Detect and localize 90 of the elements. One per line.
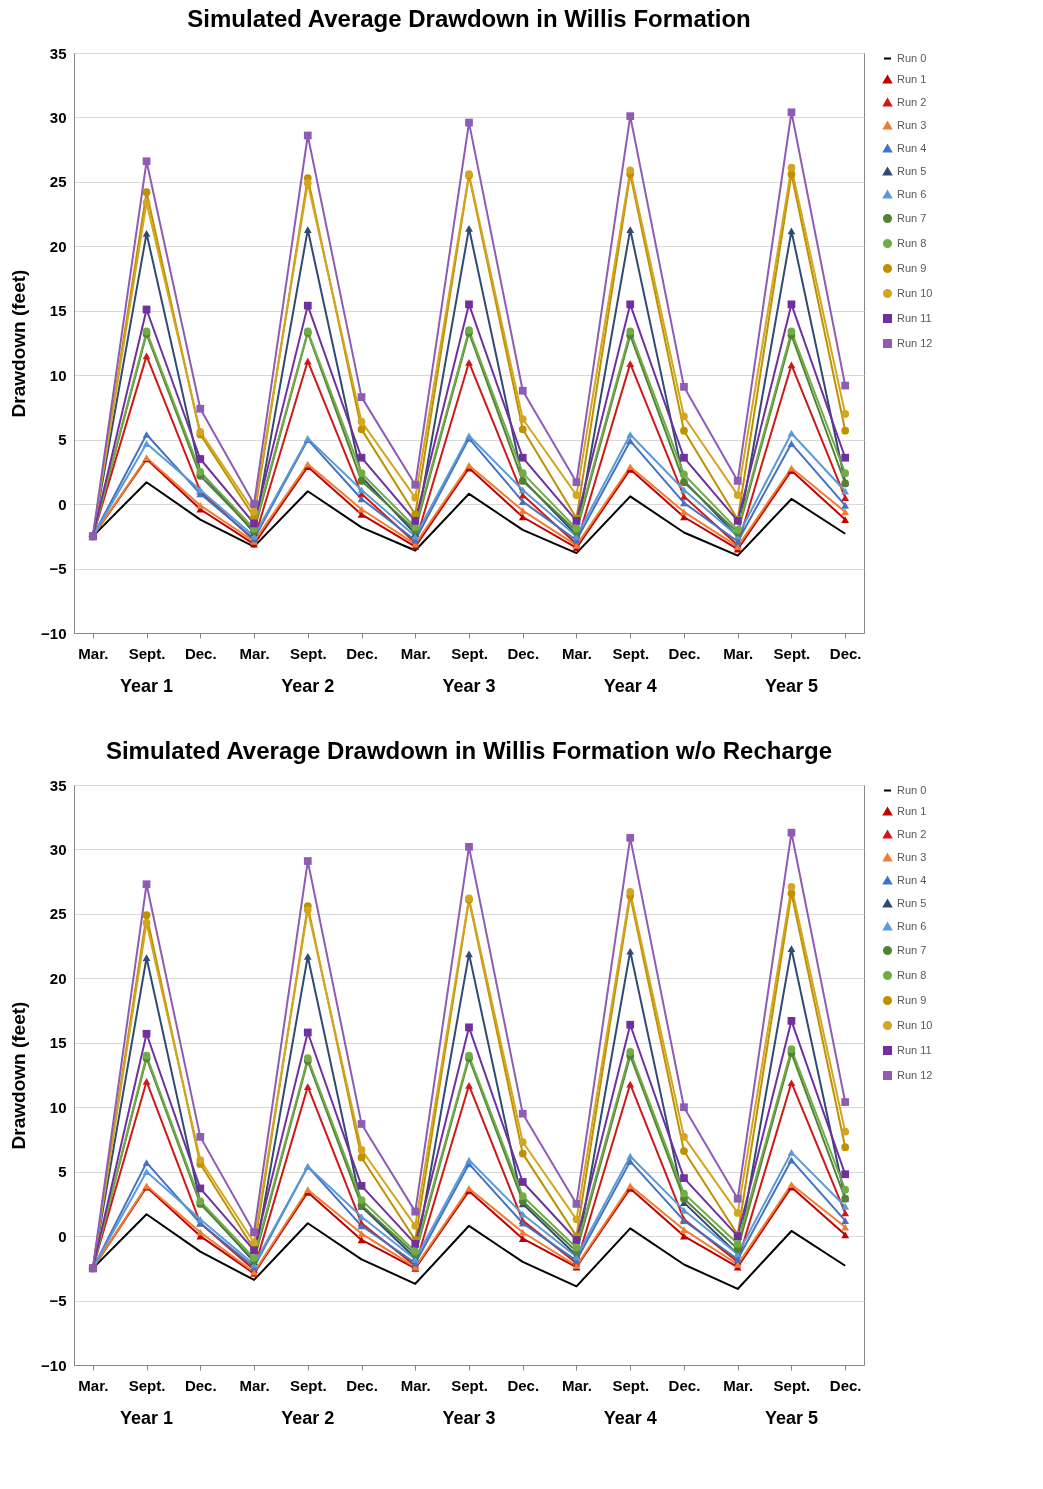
legend-label: Run 8 xyxy=(897,236,927,249)
x-tick-label: Dec. xyxy=(668,644,701,662)
y-tick-label: 25 xyxy=(49,905,67,923)
x-tick-label: Mar. xyxy=(561,1376,592,1394)
y-tick-label: 5 xyxy=(58,1163,67,1181)
y-tick-label: 10 xyxy=(49,1098,67,1116)
x-tick-label: Dec. xyxy=(829,644,862,662)
y-tick-label: −5 xyxy=(49,560,67,578)
x-tick-label: Sept. xyxy=(128,1376,166,1394)
x-tick-label: Dec. xyxy=(346,644,378,662)
legend-label: Run 2 xyxy=(897,827,927,840)
y-tick-label: 5 xyxy=(58,431,67,449)
x-tick-label: Sept. xyxy=(451,1376,488,1394)
x-tick-label: Mar. xyxy=(78,644,109,662)
legend-label: Run 1 xyxy=(897,804,927,817)
y-tick-label: 35 xyxy=(49,44,67,62)
legend-label: Run 3 xyxy=(897,118,927,131)
legend-label: Run 5 xyxy=(897,896,927,909)
text: Year 3 xyxy=(442,676,496,696)
legend-label: Run 11 xyxy=(897,311,932,324)
x-tick-label: Dec. xyxy=(829,1376,862,1394)
y-tick-label: 30 xyxy=(49,108,67,126)
legend-label: Run 9 xyxy=(897,261,927,274)
x-tick-label: Dec. xyxy=(507,644,540,662)
legend-label: Run 2 xyxy=(897,95,927,108)
y-tick-label: 30 xyxy=(49,840,67,858)
x-tick-label: Dec. xyxy=(507,1376,540,1394)
y-axis-title: Drawdown (feet) xyxy=(8,1001,30,1150)
chart-title: Simulated Average Drawdown in Willis Formation xyxy=(187,5,751,32)
legend-label: Run 5 xyxy=(897,164,927,177)
legend-label: Run 6 xyxy=(897,187,927,200)
text: Year 3 xyxy=(442,1408,496,1428)
y-tick-label: −5 xyxy=(49,1292,67,1310)
legend-label: Run 0 xyxy=(897,51,927,64)
y-tick-label: 35 xyxy=(49,776,67,794)
chart-title: Simulated Average Drawdown in Willis Formation w/o Recharge xyxy=(105,737,833,764)
x-tick-label: Sept. xyxy=(451,644,488,662)
y-tick-label: 15 xyxy=(49,1034,67,1052)
y-tick-label: 25 xyxy=(49,173,67,191)
x-tick-label: Mar. xyxy=(400,1376,431,1394)
x-tick-label: Sept. xyxy=(773,644,811,662)
y-tick-label: −10 xyxy=(41,624,67,642)
legend-label: Run 0 xyxy=(897,783,927,796)
y-tick-label: 10 xyxy=(49,366,67,384)
x-tick-label: Dec. xyxy=(184,644,217,662)
legend-label: Run 10 xyxy=(897,286,933,299)
x-tick-label: Sept. xyxy=(612,1376,650,1394)
x-tick-label: Mar. xyxy=(400,644,431,662)
legend-label: Run 4 xyxy=(897,873,927,886)
x-tick-label: Mar. xyxy=(561,644,592,662)
text: Year 2 xyxy=(281,676,335,696)
legend-label: Run 12 xyxy=(897,1068,933,1081)
x-tick-label: Sept. xyxy=(773,1376,811,1394)
legend-label: Run 12 xyxy=(897,336,933,349)
y-tick-label: 20 xyxy=(49,237,67,255)
text: Year 1 xyxy=(120,676,174,696)
x-tick-label: Sept. xyxy=(128,644,166,662)
y-tick-label: 0 xyxy=(58,1227,67,1245)
y-tick-label: −10 xyxy=(41,1356,67,1374)
y-axis-title: Drawdown (feet) xyxy=(8,269,30,418)
legend-label: Run 1 xyxy=(897,72,927,85)
x-tick-label: Mar. xyxy=(78,1376,109,1394)
text: Year 5 xyxy=(764,1408,818,1428)
legend-label: Run 4 xyxy=(897,141,927,154)
x-tick-label: Dec. xyxy=(184,1376,217,1394)
x-tick-label: Mar. xyxy=(239,1376,270,1394)
legend-label: Run 7 xyxy=(897,211,927,224)
y-tick-label: 15 xyxy=(49,302,67,320)
x-tick-label: Sept. xyxy=(289,644,327,662)
text: Year 4 xyxy=(603,1408,657,1428)
text: Year 5 xyxy=(764,676,818,696)
text: Year 2 xyxy=(281,1408,335,1428)
legend-label: Run 7 xyxy=(897,943,927,956)
legend-label: Run 6 xyxy=(897,919,927,932)
x-tick-label: Dec. xyxy=(346,1376,378,1394)
legend-label: Run 8 xyxy=(897,968,927,981)
y-tick-label: 0 xyxy=(58,495,67,513)
legend-label: Run 3 xyxy=(897,850,927,863)
legend-label: Run 10 xyxy=(897,1018,933,1031)
legend-label: Run 11 xyxy=(897,1043,932,1056)
legend-label: Run 9 xyxy=(897,993,927,1006)
text: Year 4 xyxy=(603,676,657,696)
x-tick-label: Mar. xyxy=(723,644,754,662)
text: Year 1 xyxy=(120,1408,174,1428)
x-tick-label: Sept. xyxy=(612,644,650,662)
x-tick-label: Dec. xyxy=(668,1376,701,1394)
x-tick-label: Mar. xyxy=(239,644,270,662)
y-tick-label: 20 xyxy=(49,969,67,987)
x-tick-label: Mar. xyxy=(723,1376,754,1394)
x-tick-label: Sept. xyxy=(289,1376,327,1394)
